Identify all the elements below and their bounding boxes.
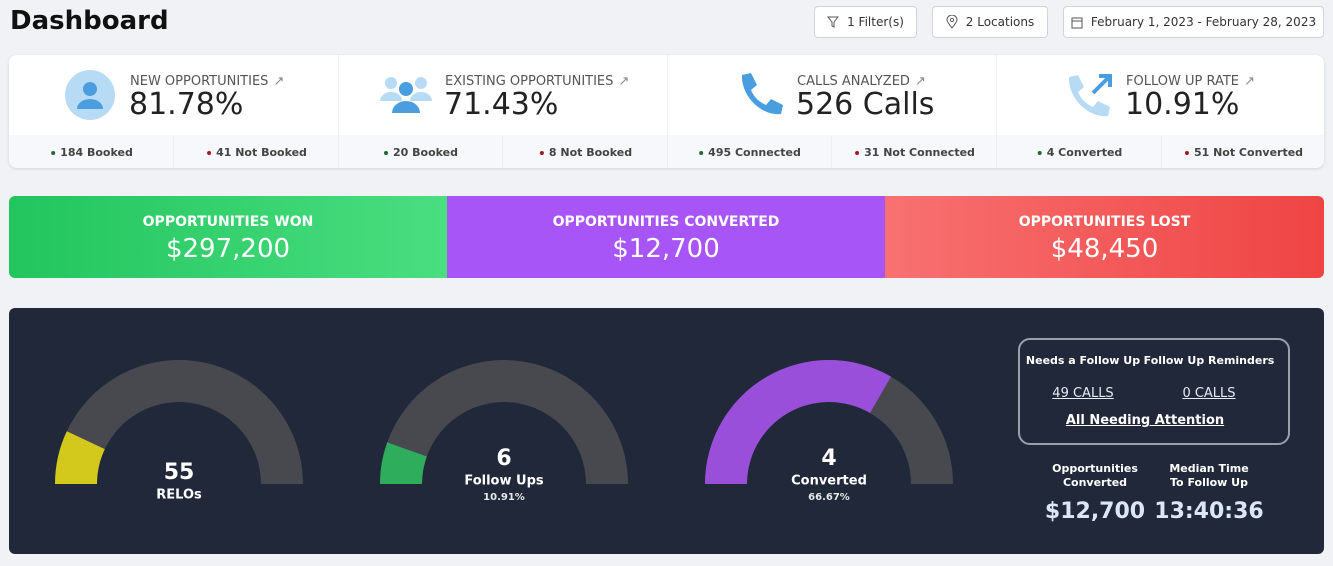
- reminders-link[interactable]: 0 CALLS: [1182, 386, 1236, 401]
- gauge-panel: 55 RELOs 6 Follow Ups 10.91% 4 Converted 66.67%…: [9, 308, 1324, 554]
- converted-banner: OPPORTUNITIES CONVERTED $12,700: [447, 196, 885, 278]
- gauge-fill: [55, 431, 105, 484]
- reminders-label: Follow Up Reminders: [1143, 354, 1275, 367]
- calendar-icon: [1071, 17, 1083, 28]
- metric-label: EXISTING OPPORTUNITIES: [445, 74, 614, 89]
- person-icon: [65, 70, 115, 120]
- banner-value: $297,200: [165, 234, 291, 264]
- date-range-label: February 1, 2023 - February 28, 2023: [1090, 15, 1317, 29]
- stat-booked: 184 Booked: [60, 146, 133, 159]
- attention-link[interactable]: All Needing Attention: [1065, 413, 1225, 428]
- metric-value: 10.91%: [1125, 87, 1240, 122]
- external-link[interactable]: ↗: [1244, 74, 1255, 89]
- page-title: Dashboard: [10, 6, 169, 36]
- filter-button[interactable]: 1 Filter(s): [814, 6, 917, 38]
- divider: [831, 135, 832, 168]
- gauge-fill: [705, 360, 892, 484]
- external-link[interactable]: ↗: [915, 74, 926, 89]
- stat-not-booked: 41 Not Booked: [216, 146, 307, 159]
- stat-not-booked: 8 Not Booked: [548, 146, 633, 159]
- gauge-label: Follow Ups: [464, 474, 544, 489]
- banner-value: $12,700: [612, 234, 720, 264]
- gauge-value: 4: [821, 446, 836, 471]
- divider: [338, 55, 339, 168]
- stat-booked: 20 Booked: [393, 146, 458, 159]
- gauge-value: 55: [164, 460, 195, 485]
- metrics-card: NEW OPPORTUNITIES ↗ 81.78% EXISTING OPPO…: [9, 55, 1324, 168]
- banner-value: $48,450: [1050, 234, 1159, 264]
- locations-button[interactable]: 2 Locations: [932, 6, 1048, 38]
- follow-up-box: [1018, 338, 1290, 445]
- divider: [502, 135, 503, 168]
- divider: [173, 135, 174, 168]
- external-link[interactable]: ↗: [273, 74, 285, 89]
- group-icon: [380, 77, 432, 113]
- won-banner: OPPORTUNITIES WON $297,200: [9, 196, 447, 278]
- stat-connected: 495 Connected: [708, 146, 801, 159]
- metric-value: 71.43%: [444, 87, 559, 122]
- banner-label: OPPORTUNITIES WON: [142, 214, 314, 230]
- stats-bar: [9, 135, 1324, 168]
- summary-label: Median Time To Follow Up: [1169, 462, 1249, 489]
- divider: [667, 55, 668, 168]
- metric-label: FOLLOW UP RATE: [1126, 74, 1239, 89]
- divider: [1161, 135, 1162, 168]
- metric-label: CALLS ANALYZED: [797, 74, 910, 89]
- metric-label: NEW OPPORTUNITIES: [130, 74, 269, 89]
- stat-converted: 4 Converted: [1046, 146, 1123, 159]
- divider: [996, 55, 997, 168]
- gauge-fill: [380, 442, 427, 484]
- summary-label: Opportunities Converted: [1052, 462, 1138, 489]
- needs-link[interactable]: 49 CALLS: [1052, 386, 1114, 401]
- gauge-label: Converted: [791, 474, 867, 489]
- metric-value: 526 Calls: [796, 87, 935, 122]
- locations-label: 2 Locations: [965, 15, 1035, 29]
- needs-label: Needs a Follow Up: [1025, 354, 1141, 367]
- summary-value: 13:40:36: [1154, 499, 1264, 524]
- banner-label: OPPORTUNITIES LOST: [1018, 214, 1191, 230]
- location-icon: [946, 15, 958, 29]
- banner-label: OPPORTUNITIES CONVERTED: [552, 214, 780, 230]
- stat-not-converted: 51 Not Converted: [1193, 146, 1304, 159]
- gauge-percent: 10.91%: [483, 492, 525, 503]
- phone-icon: [741, 73, 783, 115]
- gauge-percent: 66.67%: [808, 492, 850, 503]
- summary-value: $12,700: [1044, 499, 1146, 524]
- metric-value: 81.78%: [129, 87, 244, 122]
- filter-label: 1 Filter(s): [847, 15, 904, 29]
- gauge-value: 6: [496, 446, 511, 471]
- filter-icon: [827, 16, 840, 28]
- phone-arrow-icon: [1068, 74, 1112, 117]
- gauge-track: [55, 360, 303, 484]
- date-range-button[interactable]: February 1, 2023 - February 28, 2023: [1063, 6, 1324, 38]
- lost-banner: OPPORTUNITIES LOST $48,450: [885, 196, 1324, 278]
- gauges: 55 RELOs 6 Follow Ups 10.91% 4 Converted 66.67%: [55, 360, 953, 503]
- gauge-label: RELOs: [156, 488, 202, 503]
- gauge-track: [380, 360, 628, 484]
- stat-not-connected: 31 Not Connected: [864, 146, 975, 159]
- external-link[interactable]: ↗: [618, 74, 630, 89]
